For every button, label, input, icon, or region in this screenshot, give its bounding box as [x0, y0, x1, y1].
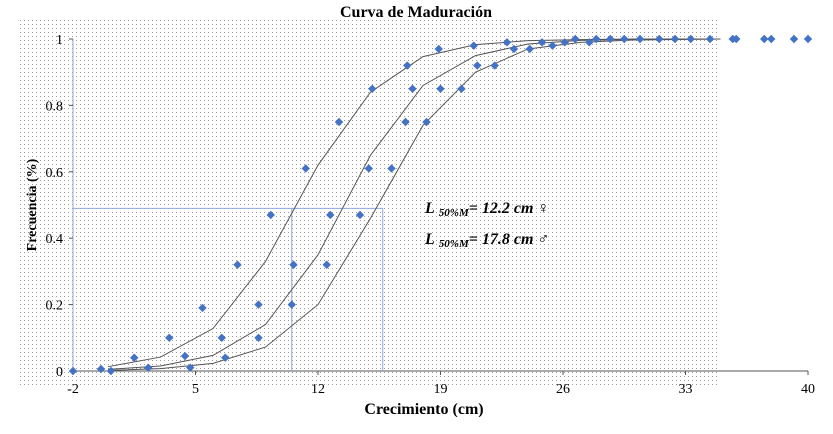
- data-point: [502, 38, 512, 47]
- data-point: [221, 353, 230, 362]
- y-tick-label: 0.8: [46, 99, 64, 114]
- data-point: [525, 44, 534, 54]
- data-point: [322, 260, 331, 269]
- data-point: [368, 84, 377, 93]
- annotation-main: L: [424, 231, 435, 248]
- data-point: [287, 300, 296, 309]
- annotation: L 50%M= 17.8 cm ♂: [424, 231, 549, 250]
- annotation: L 50%M= 12.2 cm ♀: [424, 200, 549, 219]
- data-point: [592, 34, 601, 44]
- data-point: [760, 34, 769, 44]
- data-point: [130, 353, 139, 362]
- data-point: [635, 34, 645, 44]
- data-point: [266, 210, 275, 220]
- data-point: [387, 164, 396, 173]
- annotation-rest: = 17.8 cm ♂: [469, 231, 550, 248]
- annotation-sub: 50%M: [439, 207, 470, 219]
- y-axis-label: Frecuencia (%): [25, 158, 40, 251]
- data-point: [571, 34, 580, 44]
- data-point: [254, 333, 263, 342]
- data-point: [436, 84, 445, 93]
- data-point: [585, 38, 594, 47]
- plot-background: [20, 20, 720, 388]
- annotation-sub: 50%M: [439, 238, 470, 250]
- data-point: [767, 34, 776, 44]
- data-point: [548, 41, 557, 50]
- x-tick-label: 33: [679, 382, 693, 397]
- y-tick-label: 0.4: [46, 232, 64, 247]
- data-point: [254, 300, 263, 309]
- x-axis-label: Crecimiento (cm): [364, 401, 483, 418]
- data-point: [180, 351, 190, 361]
- data-point: [457, 84, 466, 93]
- data-point: [186, 363, 195, 372]
- x-tick-label: 26: [556, 382, 570, 397]
- data-point: [198, 303, 207, 313]
- data-point: [364, 164, 373, 173]
- annotations: L 50%M= 12.2 cm ♀L 50%M= 17.8 cm ♂: [424, 200, 549, 250]
- data-point: [606, 34, 615, 44]
- data-point: [217, 333, 226, 342]
- data-point: [403, 61, 412, 70]
- data-point: [490, 61, 499, 70]
- data-point: [705, 34, 715, 44]
- y-tick-label: 0.6: [46, 166, 64, 181]
- data-point: [96, 364, 106, 374]
- annotation-main: L: [424, 200, 435, 217]
- data-point: [789, 34, 799, 44]
- data-point: [301, 164, 310, 173]
- data-point: [469, 41, 478, 50]
- data-point: [537, 38, 547, 47]
- data-point: [473, 61, 482, 70]
- x-tick-label: -2: [67, 382, 79, 397]
- data-point: [68, 366, 78, 376]
- x-tick-label: 19: [434, 382, 448, 397]
- data-point: [144, 363, 153, 372]
- data-point: [355, 210, 365, 220]
- data-point: [620, 34, 629, 44]
- data-point: [233, 260, 242, 269]
- y-tick-label: 0: [56, 365, 63, 380]
- chart-title: Curva de Maduración: [340, 4, 492, 21]
- x-tick-label: 40: [801, 382, 815, 397]
- data-point: [686, 34, 695, 44]
- data-point: [655, 34, 664, 44]
- data-point: [509, 44, 519, 54]
- data-point: [334, 117, 344, 127]
- x-tick-label: 5: [192, 382, 199, 397]
- data-point: [422, 117, 431, 127]
- data-point: [326, 210, 335, 220]
- data-point: [560, 38, 569, 47]
- y-tick-label: 0.2: [46, 299, 64, 314]
- data-point: [670, 34, 680, 44]
- data-point: [408, 84, 417, 93]
- data-point: [732, 34, 741, 44]
- data-point: [434, 44, 443, 54]
- x-tick-label: 12: [311, 382, 325, 397]
- y-tick-label: 1: [56, 33, 63, 48]
- data-point: [106, 366, 116, 376]
- data-point: [289, 260, 298, 269]
- data-point: [401, 117, 410, 127]
- data-point: [165, 333, 174, 342]
- annotation-rest: = 12.2 cm ♀: [469, 200, 550, 217]
- data-point: [803, 34, 813, 44]
